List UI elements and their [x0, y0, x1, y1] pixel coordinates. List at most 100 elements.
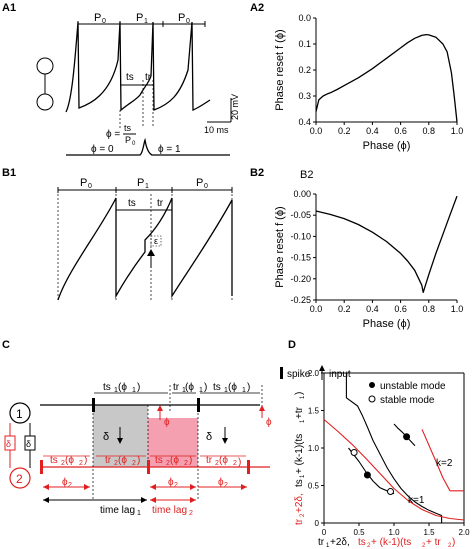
d-xlabel-red: ts — [358, 537, 366, 548]
neuron-schematic-a1 — [36, 57, 54, 111]
d-xtick-label: 2.0 — [458, 528, 470, 537]
a2-xtick-label: 0.6 — [394, 126, 407, 136]
d-ylabel-black4: ) — [294, 392, 305, 395]
d-xtick-label: 1.0 — [388, 528, 400, 537]
c-ts1b-close: ) — [247, 382, 250, 393]
c-legend: spike input — [280, 365, 351, 380]
c-neuron2-timeline: ϕ δ δ ts 2 (ϕ 2 ) tr 2 (ϕ 2 ) ts 2 (ϕ 2 … — [40, 405, 270, 500]
d-ylabel-red: tr — [294, 518, 305, 525]
d-legend-unstable: unstable mode — [380, 381, 446, 392]
b1-eps-label: ε — [154, 236, 158, 246]
c-phi2a-sub: 2 — [68, 482, 72, 489]
c-ts2a-close: ) — [84, 455, 87, 466]
b2-ytick-label: 0.00 — [293, 189, 311, 199]
b1-p0b-label: P — [196, 177, 203, 189]
d-point-stable — [350, 449, 358, 456]
d-unstable-marker-icon — [369, 382, 375, 388]
a2-series-line — [315, 33, 458, 123]
d-xlabel-sub3: 2 — [422, 543, 426, 549]
c-phi2b-label: ϕ — [168, 477, 174, 488]
c-spike-legend-icon — [280, 367, 283, 379]
d-k1-label: k=1 — [408, 495, 425, 506]
b1-p1-label: P — [137, 177, 144, 189]
d-xlabel-red2: + (k-1)(ts — [371, 537, 411, 548]
c-input-legend: input — [329, 369, 351, 380]
d-xlabel-sub1: 1 — [326, 543, 330, 549]
d-xlabel-black2: +2δ, — [330, 537, 350, 548]
c-phi1b-label: ϕ — [266, 417, 272, 428]
d-ylabel-black: ts — [294, 479, 305, 487]
d-legend: unstable mode stable mode — [368, 381, 446, 406]
d-xtick-label: 1.5 — [423, 528, 435, 537]
c-lag2-label: time lag — [152, 505, 187, 516]
c-lag1-label: time lag — [100, 505, 135, 516]
b1-p0-label: P — [80, 177, 87, 189]
c-spike-legend: spike — [287, 369, 311, 380]
b2-xlabel: Phase (ϕ) — [363, 318, 411, 330]
c-ts2b-argsub: 2 — [184, 460, 188, 467]
c-tr1-arg: (ϕ — [185, 382, 194, 393]
c-ts2a-label: ts — [50, 455, 58, 466]
c-ts2a-sub: 2 — [61, 460, 65, 467]
d-plot-area: 0 0.5 1.0 1.5 2.0 0 0.5 1.0 1.5 2.0 — [308, 369, 470, 537]
b2-ytick-label: -0.15 — [290, 253, 311, 263]
b2-ytick-label: -0.05 — [290, 210, 311, 220]
c-tr2b-arg: (ϕ — [219, 455, 228, 466]
c-delta2: δ — [206, 431, 212, 443]
d-series-line-3 — [421, 429, 464, 492]
a1-stimulus-trace — [66, 137, 230, 156]
c-ts2b-close: ) — [189, 455, 192, 466]
b2-xtick-label: 0.8 — [423, 304, 436, 314]
c-tr2b-sub: 2 — [215, 460, 219, 467]
period-bars-b1: P 0 P 1 P 0 — [57, 177, 233, 193]
b1-ts-tr-markers: ts tr ε — [116, 198, 172, 268]
a1-ts-tr-markers: ts tr — [119, 72, 154, 130]
panel-label-d: D — [288, 339, 296, 351]
c-tr2a-argsub: 2 — [132, 460, 136, 467]
c-tr2a-close: ) — [137, 455, 140, 466]
a1-p1-label: P — [136, 12, 143, 24]
c-lag1-sub: 1 — [137, 510, 141, 517]
b2-xtick-label: 0.6 — [394, 304, 407, 314]
b1-voltage-trace — [57, 197, 233, 301]
d-ylabel-red2: +2δ, — [294, 493, 305, 513]
b2-xtick-label: 0.2 — [338, 304, 351, 314]
c-ts2b-sub: 2 — [166, 460, 170, 467]
d-ylabel-sub2: 1 — [300, 474, 306, 478]
c-lag2-sub: 2 — [189, 510, 193, 517]
c-ts1a-close: ) — [137, 382, 140, 393]
a2-xtick-label: 0.0 — [310, 126, 323, 136]
b2-ytick-label: -0.25 — [290, 295, 311, 305]
d-series-line-2 — [323, 419, 465, 521]
panel-d: D 0 0.5 1.0 1.5 2.0 0 0.5 1.0 1.5 2.0 unstable mo… — [288, 339, 470, 549]
b1-input-arrow-icon — [147, 249, 155, 256]
c-neuron1-timeline: ts 1 (ϕ 1 ) tr 1 (ϕ 1 ) ts 1 (ϕ 1 ) ϕ — [40, 382, 272, 467]
a1-tr-label: tr — [145, 72, 152, 83]
d-legend-stable: stable mode — [380, 395, 435, 406]
c-tr2b-label: tr — [206, 455, 213, 466]
panel-b1: B1 P 0 P 1 P 0 ts tr ε — [2, 167, 233, 301]
panel-a1: A1 P 0 P 1 P 0 ts tr — [2, 2, 240, 156]
d-ylabel-sub4: 1 — [300, 395, 306, 399]
c-ts2a-arg: (ϕ — [65, 455, 74, 466]
c-ts1a-argsub: 1 — [132, 387, 136, 394]
c-tr2b-close: ) — [238, 457, 241, 468]
c-tr1-close: ) — [204, 382, 207, 393]
panel-label-a1: A1 — [2, 2, 16, 14]
c-tr1-sub: 1 — [182, 387, 186, 394]
c-tr1-argsub: 1 — [199, 387, 203, 394]
a2-plot-area: 0.0 0.2 0.4 0.6 0.8 1.0 0.0 0.1 0.2 0.3 0.4 Phase (… — [274, 13, 463, 152]
a2-ytick-label: 0.3 — [298, 91, 311, 101]
d-ylabel-black3: +tr — [294, 406, 305, 419]
d-xlabel-sub4: 2 — [448, 543, 452, 549]
d-xlabel-black: tr — [318, 537, 325, 548]
c-time-lags: time lag 1 time lag 2 — [43, 497, 196, 517]
a2-ytick-label: 0.2 — [298, 65, 311, 75]
b1-tr-label: tr — [157, 198, 164, 209]
c-phi2c-sub: 2 — [224, 482, 228, 489]
b2-xtick-label: 0.4 — [366, 304, 379, 314]
panel-label-a2: A2 — [250, 2, 264, 14]
c-ts2b-arg: (ϕ — [170, 455, 179, 466]
a1-phi-ts: ts — [124, 123, 132, 133]
